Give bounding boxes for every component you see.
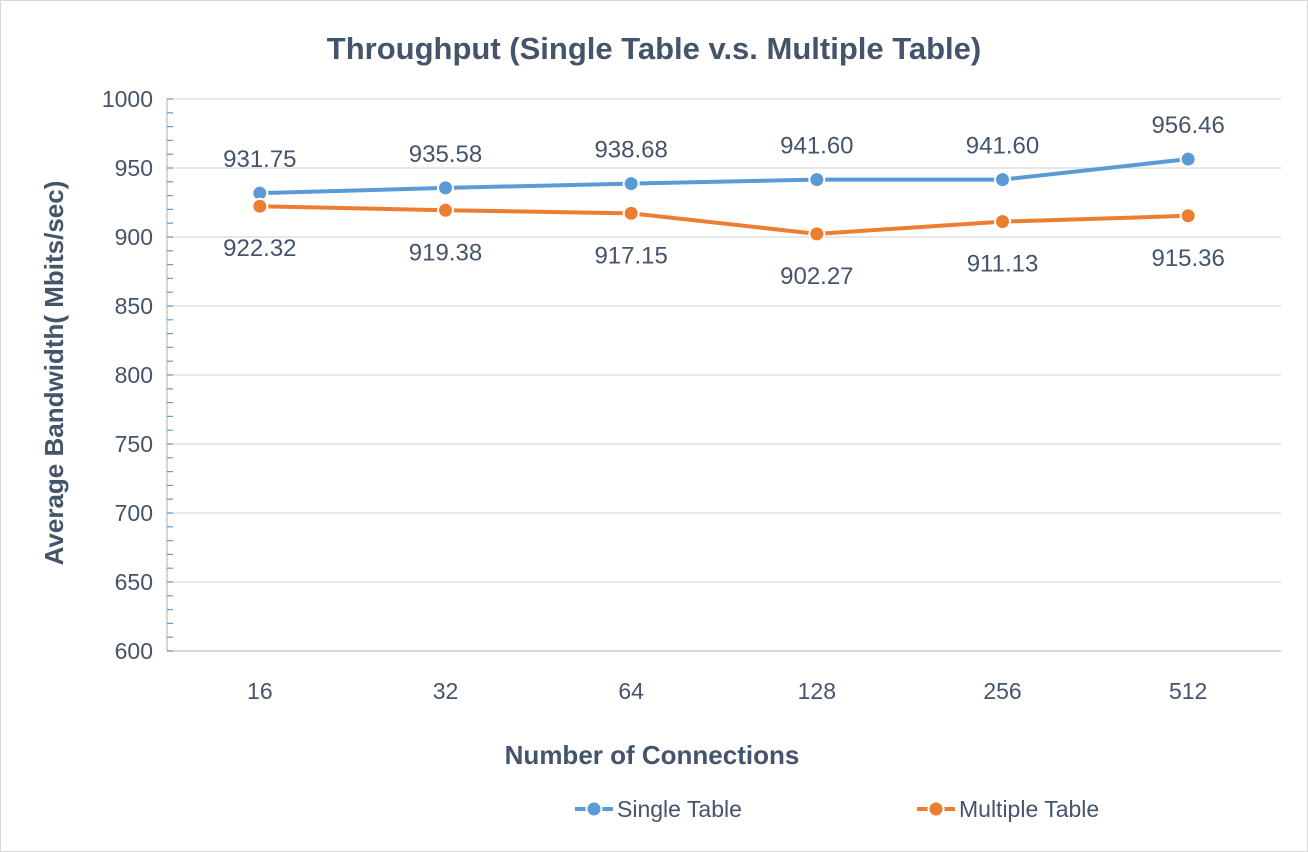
data-point xyxy=(808,225,826,243)
x-tick-label: 512 xyxy=(1169,678,1207,704)
data-label: 919.38 xyxy=(409,239,482,266)
y-tick-label: 1000 xyxy=(102,86,153,112)
legend: Single Table Multiple Table xyxy=(575,796,1099,822)
series-line xyxy=(257,157,1191,196)
chart-title: Throughput (Single Table v.s. Multiple T… xyxy=(327,31,981,66)
data-label: 956.46 xyxy=(1151,112,1224,139)
x-tick-label: 256 xyxy=(983,678,1021,704)
legend-label: Single Table xyxy=(617,796,742,822)
legend-label: Multiple Table xyxy=(959,796,1099,822)
y-tick-label: 800 xyxy=(115,362,153,388)
y-tick-label: 700 xyxy=(115,500,153,526)
data-label: 922.32 xyxy=(223,235,296,262)
gridlines xyxy=(167,98,1281,583)
data-label: 941.60 xyxy=(780,133,853,160)
data-point xyxy=(994,171,1011,189)
data-point xyxy=(437,201,454,219)
y-tick-label: 950 xyxy=(115,155,153,181)
data-point xyxy=(1179,207,1197,225)
y-tick-label: 850 xyxy=(115,293,153,319)
y-axis-title: Average Bandwidth( Mbits/sec) xyxy=(39,181,69,566)
x-tick-label: 16 xyxy=(247,678,273,704)
series-group xyxy=(251,150,1197,243)
data-labels: 931.75 935.58 938.68 941.60 941.60 956.46 922.… xyxy=(223,112,1225,290)
x-tick-label: 64 xyxy=(618,678,644,704)
tick-labels: 600 650 700 750 800 850 900 950 1000 16 32 64 128 256… xyxy=(102,86,1208,704)
data-point xyxy=(808,171,826,189)
series-line xyxy=(257,204,1191,236)
data-label: 915.36 xyxy=(1151,245,1224,272)
data-label: 917.15 xyxy=(594,242,667,269)
x-tick-label: 32 xyxy=(433,678,459,704)
y-tick-label: 650 xyxy=(115,569,153,595)
y-tick-label: 900 xyxy=(115,224,153,250)
x-axis-title: Number of Connections xyxy=(505,740,800,770)
data-point xyxy=(994,213,1011,231)
data-label: 938.68 xyxy=(594,137,667,164)
data-label: 902.27 xyxy=(780,263,853,290)
legend-marker xyxy=(927,800,945,818)
data-point xyxy=(251,197,269,215)
y-tick-label: 600 xyxy=(115,638,153,664)
data-point xyxy=(622,175,640,193)
data-label: 935.58 xyxy=(409,141,482,168)
x-tick-label: 128 xyxy=(798,678,836,704)
data-point xyxy=(622,204,640,222)
data-label: 941.60 xyxy=(966,133,1039,160)
data-point xyxy=(1179,150,1197,168)
data-point xyxy=(437,179,454,197)
legend-marker xyxy=(585,800,603,818)
data-label: 931.75 xyxy=(223,146,296,173)
y-tick-label: 750 xyxy=(115,431,153,457)
data-label: 911.13 xyxy=(967,251,1039,278)
axes xyxy=(166,98,1281,652)
